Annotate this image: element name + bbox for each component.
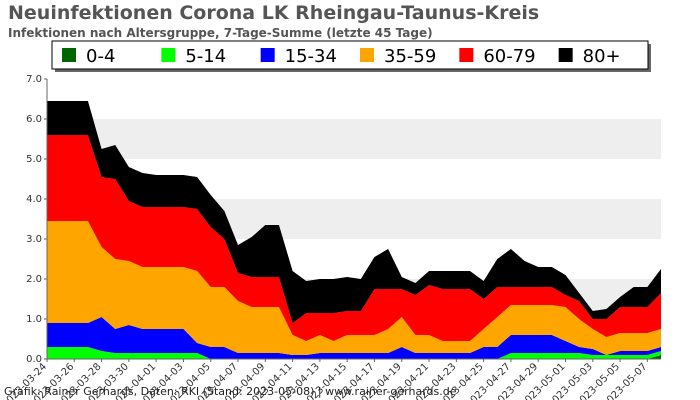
legend-label-35-59: 35-59	[384, 46, 436, 67]
legend-label-5-14: 5-14	[185, 46, 226, 67]
legend-swatch-5-14	[161, 48, 176, 62]
legend-label-80+: 80+	[583, 46, 621, 67]
legend-label-0-4: 0-4	[86, 46, 115, 67]
legend-swatch-0-4	[62, 48, 76, 62]
y-tick-label: 4.0	[26, 194, 42, 205]
series-area-15-34	[47, 317, 661, 359]
y-tick-label: 7.0	[26, 74, 42, 85]
series-area-80+	[47, 101, 661, 323]
legend-box	[51, 40, 649, 70]
legend-label-15-34: 15-34	[285, 46, 337, 67]
y-tick-label: 0.0	[26, 354, 42, 365]
legend-swatch-80+	[558, 48, 573, 62]
y-tick-label: 5.0	[26, 154, 42, 165]
series-area-5-14	[47, 347, 661, 359]
series-area-60-79	[47, 135, 661, 341]
chart-title: Neuinfektionen Corona LK Rheingau-Taunus…	[8, 2, 540, 24]
legend-label-60-79: 60-79	[483, 46, 535, 67]
footer-credit: Grafik: Rainer Gerhards, Daten: RKI (Sta…	[4, 385, 457, 398]
chart-subtitle: Infektionen nach Altersgruppe, 7-Tage-Su…	[8, 26, 433, 40]
legend-swatch-35-59	[360, 48, 374, 62]
y-tick-label: 1.0	[26, 314, 42, 325]
legend-swatch-60-79	[459, 48, 474, 62]
y-tick-label: 2.0	[26, 274, 42, 285]
legend-swatch-15-34	[260, 48, 275, 62]
series-area-35-59	[47, 221, 661, 355]
y-tick-label: 6.0	[26, 114, 42, 125]
y-tick-label: 3.0	[26, 234, 42, 245]
grid-band	[47, 119, 661, 159]
